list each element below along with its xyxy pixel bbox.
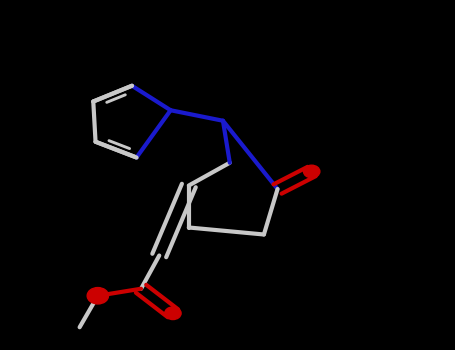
Circle shape: [87, 288, 108, 304]
Circle shape: [165, 307, 181, 320]
Circle shape: [303, 165, 320, 178]
